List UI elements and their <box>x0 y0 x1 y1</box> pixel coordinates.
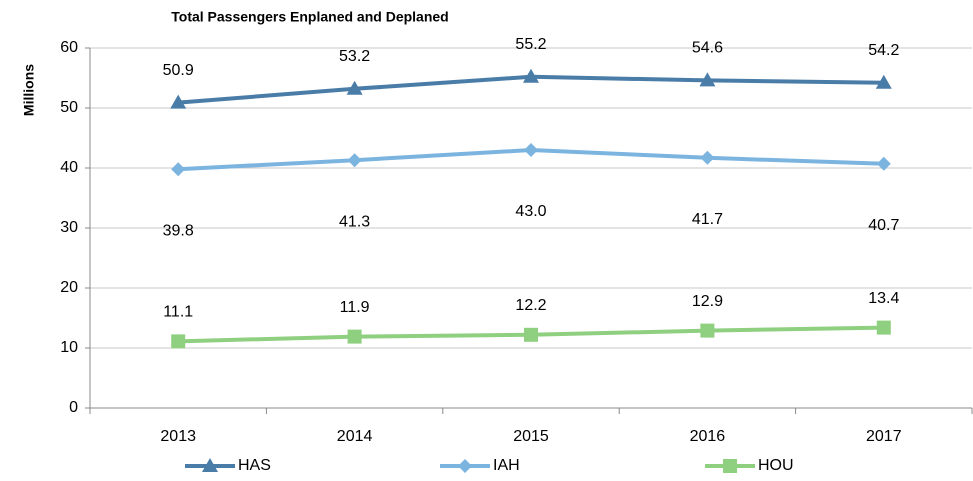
marker <box>523 68 539 83</box>
marker <box>171 162 186 177</box>
x-tick-label: 2014 <box>337 428 373 445</box>
y-axis-title: Millions <box>21 64 37 116</box>
data-label: 55.2 <box>515 36 546 53</box>
marker <box>170 94 187 109</box>
data-label: 11.1 <box>163 304 193 321</box>
marker <box>171 334 186 349</box>
legend-label: HAS <box>238 457 271 474</box>
marker <box>699 72 716 87</box>
marker <box>700 323 715 338</box>
y-tick-label: 20 <box>60 279 78 296</box>
data-label: 39.8 <box>163 222 194 239</box>
marker <box>202 458 218 472</box>
data-label: 13.4 <box>868 290 899 307</box>
data-label: 12.9 <box>692 293 723 310</box>
x-tick-label: 2013 <box>160 428 196 445</box>
y-tick-label: 10 <box>60 339 78 356</box>
data-label: 12.2 <box>515 297 546 314</box>
marker <box>876 156 891 171</box>
marker <box>875 74 892 89</box>
data-label: 11.9 <box>340 299 370 316</box>
marker <box>723 459 737 473</box>
y-tick-label: 60 <box>60 39 78 56</box>
data-label: 41.7 <box>692 211 723 228</box>
marker <box>458 459 472 473</box>
data-label: 43.0 <box>515 203 546 220</box>
data-label: 50.9 <box>163 62 194 79</box>
legend-label: IAH <box>493 457 520 474</box>
marker <box>346 80 363 95</box>
y-tick-label: 30 <box>60 219 78 236</box>
marker <box>347 329 362 344</box>
marker <box>876 320 891 335</box>
data-label: 54.6 <box>692 40 723 57</box>
data-label: 40.7 <box>868 217 899 234</box>
legend-label: HOU <box>758 457 794 474</box>
data-label: 54.2 <box>868 42 899 59</box>
marker <box>524 143 538 157</box>
marker <box>524 327 538 342</box>
y-tick-label: 40 <box>60 159 78 176</box>
x-tick-label: 2016 <box>690 428 726 445</box>
marker <box>347 153 362 168</box>
data-label: 53.2 <box>339 48 370 65</box>
chart-title: Total Passengers Enplaned and Deplaned <box>171 9 448 25</box>
data-label: 41.3 <box>339 213 370 230</box>
y-tick-label: 0 <box>69 399 78 416</box>
marker <box>700 150 715 165</box>
x-tick-label: 2015 <box>513 428 549 445</box>
y-tick-label: 50 <box>60 99 78 116</box>
x-tick-label: 2017 <box>866 428 902 445</box>
